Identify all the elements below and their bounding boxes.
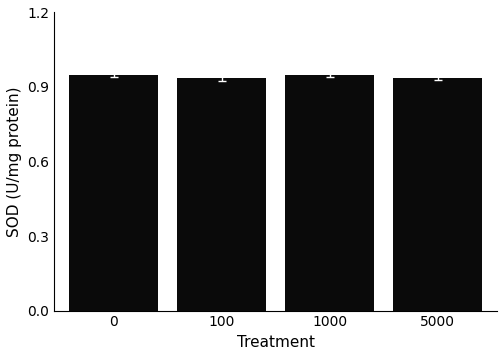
Bar xyxy=(394,77,482,311)
Bar xyxy=(70,75,158,311)
Bar xyxy=(177,78,266,311)
X-axis label: Treatment: Treatment xyxy=(237,335,314,350)
Y-axis label: SOD (U/mg protein): SOD (U/mg protein) xyxy=(7,86,22,237)
Bar xyxy=(285,75,374,311)
